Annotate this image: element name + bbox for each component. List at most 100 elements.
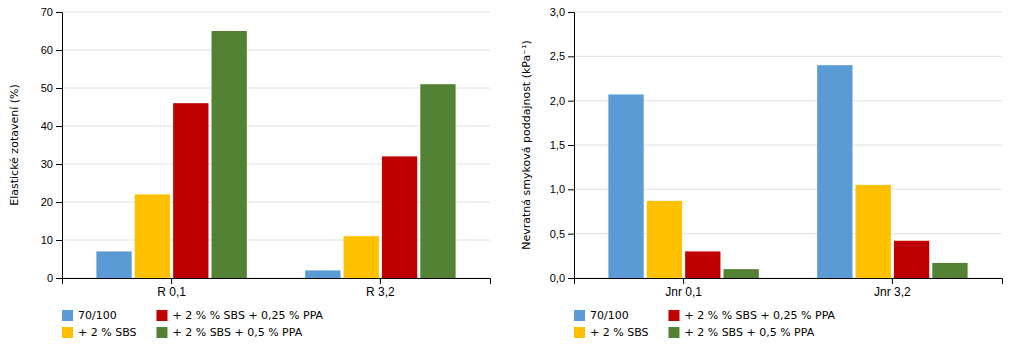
legend-label: + 2 % SBS [78,326,136,339]
legend-swatch [62,327,73,338]
bars [608,65,967,278]
tick-mark [56,50,62,51]
chart-canvas: 010203040506070R 0,1R 3,2Elastické zotav… [0,0,1024,358]
tick-mark [56,126,62,127]
tick-label: 1,0 [550,183,565,195]
tick: 30 [41,158,62,170]
tick-mark [56,202,62,203]
tick: 3,0 [550,6,574,18]
legend: 70/100 + 2 % SBS + 2 % % SBS + 0,25 % PPA +… [574,309,836,339]
tick-label: 20 [41,196,53,208]
tick-label: 0 [47,272,53,284]
tick-label: 2,0 [550,95,565,107]
tick-mark [380,278,381,284]
bar [212,31,247,278]
legend-item: 70/100 [62,309,117,322]
legend-swatch [574,310,585,321]
tick: 70 [41,6,62,18]
legend-item: + 2 % % SBS + 0,25 % PPA [668,309,835,322]
x-axis: R 0,1 R 3,2 [63,278,491,299]
tick: 1,0 [550,183,574,195]
bar-series [135,194,379,278]
bar-series [724,263,968,278]
legend-label: 70/100 [78,309,117,322]
bar [932,263,967,278]
tick-mark [56,12,62,13]
tick-label: Jnr 0,1 [665,285,702,299]
tick-mark [56,164,62,165]
bar [344,236,379,278]
bar-series [685,241,929,278]
tick-label: 70 [41,6,53,18]
legend-swatch [668,310,679,321]
tick-mark [56,240,62,241]
legend-label: + 2 % SBS [590,326,648,339]
bar [382,156,417,278]
y-axis-title: Nevratná smyková poddajnost (kPa⁻¹) [520,40,533,249]
legend-item: 70/100 [574,309,629,322]
bar-series [212,31,456,278]
axis-line [575,279,1003,285]
tick-mark [683,278,684,284]
legend-item: + 2 % SBS [62,326,136,339]
axis-line [56,13,63,279]
tick-label: 60 [41,44,53,56]
tick-label: Jnr 3,2 [874,285,911,299]
tick: Jnr 0,1 [665,278,702,299]
tick-mark [171,278,172,284]
tick: R 0,1 [157,278,186,299]
legend-swatch [156,310,167,321]
grid [62,12,490,278]
bar [856,185,891,278]
bar [305,270,340,278]
tick: Jnr 3,2 [874,278,911,299]
tick-mark [892,278,893,284]
tick-mark [568,12,574,13]
tick: 50 [41,82,62,94]
legend-label: + 2 % SBS + 0,5 % PPA [172,326,302,339]
chart-panel: 0,0 0,5 1,0 1,5 2,0 2,5 3,0 Jnr 0,1 Jnr 3,2 Nevra… [520,6,1003,339]
grid [574,12,1002,278]
bar [647,201,682,278]
tick-label: 2,5 [550,50,565,62]
tick-mark [568,101,574,102]
tick-label: 0,0 [550,272,565,284]
tick: 2,0 [550,95,574,107]
legend-item: + 2 % SBS + 0,5 % PPA [156,326,302,339]
bar [724,269,759,278]
legend-label: 70/100 [590,309,629,322]
grid-line [574,56,1002,57]
bar [173,103,208,278]
bar [685,251,720,278]
y-axis: 010203040506070 [41,6,63,284]
legend-swatch [574,327,585,338]
tick-mark [568,234,574,235]
tick-label: 50 [41,82,53,94]
legend-label: + 2 % % SBS + 0,25 % PPA [172,309,323,322]
tick: R 3,2 [366,278,395,299]
bar [608,94,643,278]
legend-swatch [668,327,679,338]
tick: 0,5 [550,228,574,240]
tick-label: 30 [41,158,53,170]
grid-line [62,12,490,13]
tick: 1,5 [550,139,574,151]
bar [135,194,170,278]
bar [96,251,131,278]
tick: 2,5 [550,50,574,62]
grid-line [574,12,1002,13]
legend-item: + 2 % SBS [574,326,648,339]
tick-label: R 0,1 [157,285,186,299]
legend-swatch [156,327,167,338]
tick-label: 3,0 [550,6,565,18]
tick-label: 1,5 [550,139,565,151]
bar-series [173,103,417,278]
legend-item: + 2 % SBS + 0,5 % PPA [668,326,814,339]
legend-label: + 2 % % SBS + 0,25 % PPA [684,309,835,322]
tick: 0,0 [550,272,574,284]
tick-label: 10 [41,234,53,246]
tick: 60 [41,44,62,56]
tick: 10 [41,234,62,246]
tick-mark [568,278,574,279]
bar [420,84,455,278]
